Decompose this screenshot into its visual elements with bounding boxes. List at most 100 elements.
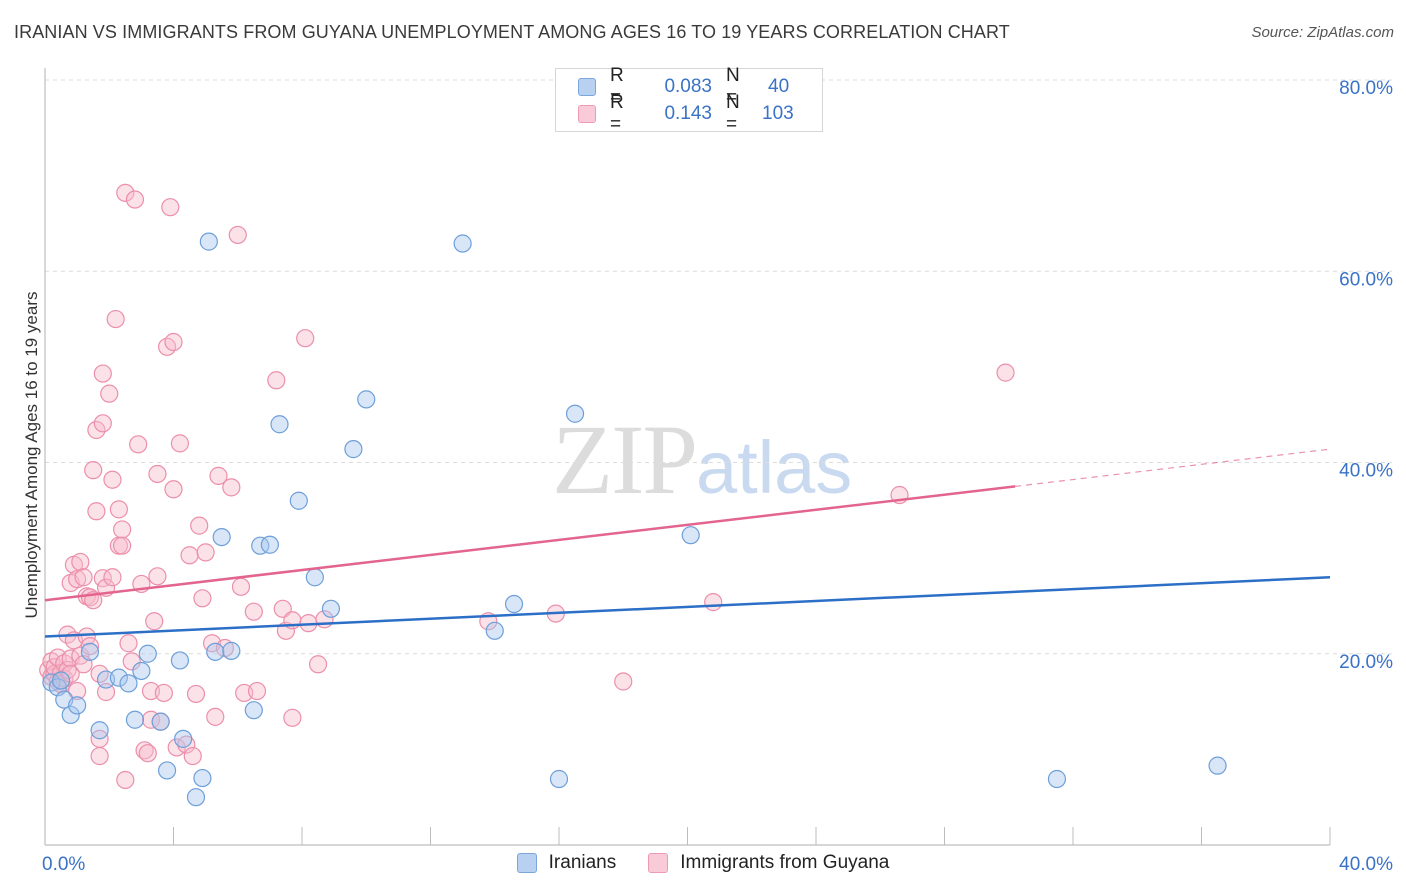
guyana-point <box>186 684 206 704</box>
guyana-point <box>164 480 183 499</box>
iranians-point <box>199 232 218 251</box>
guyana-trend-extension <box>1015 448 1331 488</box>
guyana-point <box>228 225 247 245</box>
chart-title: IRANIAN VS IMMIGRANTS FROM GUYANA UNEMPL… <box>14 22 1010 42</box>
x-tick-label: 0.0% <box>42 854 85 875</box>
iranians-point <box>1208 756 1227 775</box>
series-legend: Iranians Immigrants from Guyana <box>0 852 1406 874</box>
iranians-point <box>157 761 177 780</box>
iranians-point <box>125 710 145 729</box>
guyana-point <box>103 568 122 587</box>
n-value: 40 <box>768 76 790 97</box>
guyana-point <box>138 744 157 763</box>
iranians-point <box>251 536 270 555</box>
guyana-point <box>231 577 251 596</box>
iranians-point <box>212 527 231 547</box>
iranians-point <box>305 568 324 587</box>
n-label: N = <box>726 92 740 135</box>
r-label: R = <box>610 92 624 135</box>
guyana-point <box>996 363 1015 382</box>
guyana-point <box>122 652 141 671</box>
guyana-point <box>135 741 154 760</box>
iranians-point <box>193 768 212 788</box>
guyana-trend-line <box>44 485 1016 602</box>
guyana-point <box>247 681 267 701</box>
guyana-point <box>196 543 215 562</box>
guyana-point <box>244 602 263 621</box>
guyana-point <box>112 520 132 539</box>
iranians-point <box>681 526 700 545</box>
r-label: R = <box>610 65 624 108</box>
guyana-point <box>93 364 112 383</box>
guyana-point <box>119 634 138 653</box>
guyana-point <box>87 420 106 440</box>
iranians-point <box>206 642 225 661</box>
guyana-point <box>80 636 100 656</box>
iranians-trend-line <box>44 576 1331 638</box>
guyana-point <box>283 708 302 727</box>
guyana-point <box>704 593 723 612</box>
guyana-point <box>154 683 173 703</box>
watermark-atlas: atlas <box>696 426 853 509</box>
iranians-point <box>549 769 569 789</box>
guyana-point <box>164 332 183 352</box>
guyana-point <box>77 627 96 646</box>
stats-legend-row-iranians: R = 0.083 N = 40 <box>578 65 828 108</box>
guyana-point <box>145 612 164 631</box>
iranians-point <box>1047 769 1067 789</box>
guyana-point <box>71 552 90 572</box>
guyana-point <box>148 464 167 484</box>
x-tick-label: 40.0% <box>1339 854 1393 875</box>
guyana-point <box>308 655 328 674</box>
iranians-point <box>90 721 109 740</box>
guyana-point <box>614 672 633 691</box>
legend-label-guyana: Immigrants from Guyana <box>680 852 890 873</box>
guyana-point <box>177 735 196 754</box>
y-tick-label: 60.0% <box>1339 269 1393 290</box>
y-axis-label: Unemployment Among Ages 16 to 19 years <box>22 291 41 619</box>
r-value: 0.143 <box>664 103 712 124</box>
stats-legend-row-guyana: R = 0.143 N = 103 <box>578 92 822 135</box>
iranians-point <box>485 621 504 640</box>
iranians-point <box>244 701 263 720</box>
iranians-point <box>344 440 363 459</box>
guyana-point <box>183 746 202 766</box>
iranians-point <box>109 668 128 687</box>
guyana-point <box>170 434 190 453</box>
source-label: Source: ZipAtlas.com <box>1251 24 1394 41</box>
legend-item-iranians[interactable]: Iranians <box>516 852 616 874</box>
guyana-point <box>96 682 116 702</box>
iranians-point <box>138 644 157 663</box>
guyana-point <box>180 546 199 565</box>
iranians-point <box>357 390 376 409</box>
guyana-point <box>267 371 286 390</box>
iranians-point <box>80 642 100 661</box>
iranians-point <box>186 788 206 807</box>
guyana-swatch <box>648 853 669 873</box>
guyana-point <box>100 384 119 403</box>
iranians-point <box>151 712 170 731</box>
guyana-point <box>116 183 135 202</box>
guyana-point <box>161 198 180 217</box>
legend-item-guyana[interactable]: Immigrants from Guyana <box>648 852 889 874</box>
iranians-point <box>222 641 241 660</box>
r-value: 0.083 <box>664 76 712 97</box>
watermark: ZIPatlas <box>552 402 852 517</box>
guyana-point <box>206 707 225 726</box>
guyana-point <box>93 414 112 433</box>
guyana-point <box>116 770 135 790</box>
n-label: N = <box>726 65 740 108</box>
guyana-point <box>129 435 148 454</box>
iranians-point <box>132 661 151 681</box>
guyana-point <box>193 589 212 608</box>
guyana-point <box>222 478 241 497</box>
guyana-point <box>74 568 93 587</box>
guyana-point <box>93 569 112 588</box>
iranians-swatch <box>578 78 596 96</box>
iranians-point <box>119 674 138 693</box>
guyana-swatch <box>578 105 596 123</box>
guyana-point <box>68 681 87 701</box>
guyana-point <box>296 329 315 348</box>
iranians-point <box>289 491 308 510</box>
